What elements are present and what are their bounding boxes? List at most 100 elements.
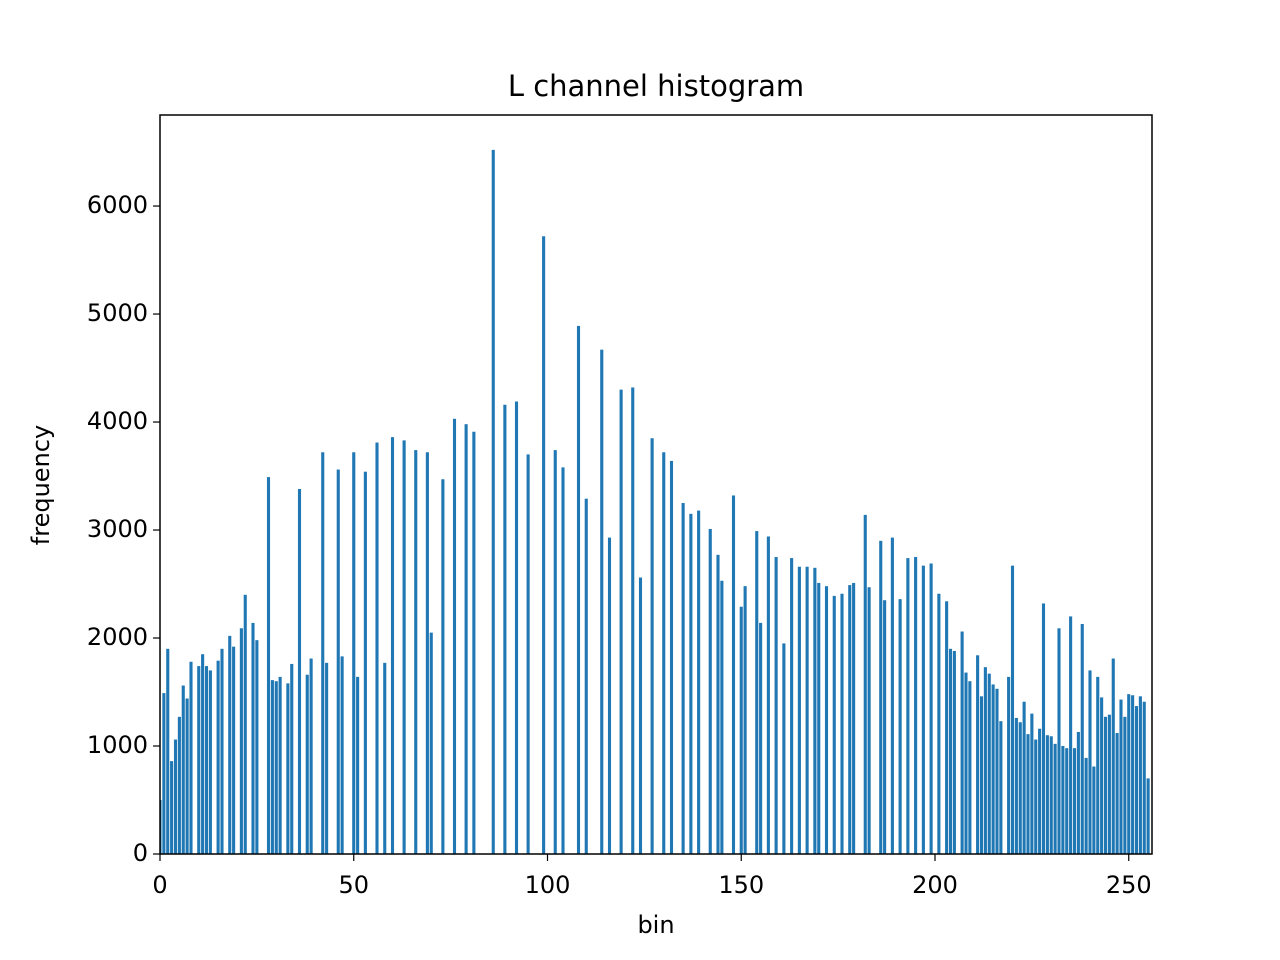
bar: [879, 540, 883, 854]
bar: [162, 693, 166, 854]
bar: [414, 450, 418, 854]
bar: [336, 469, 340, 854]
bar: [824, 586, 829, 854]
bar: [363, 471, 367, 854]
bar: [1115, 733, 1119, 854]
y-axis-label: frequency: [27, 425, 55, 545]
bar: [383, 662, 387, 854]
bar: [689, 513, 693, 854]
bar: [208, 670, 212, 854]
bar: [840, 593, 844, 854]
bar: [321, 452, 325, 854]
bar: [173, 739, 178, 854]
bar: [251, 622, 255, 854]
bar: [697, 510, 701, 854]
bar: [600, 349, 604, 854]
bar: [1088, 670, 1092, 854]
bar: [239, 628, 243, 854]
bar: [526, 454, 530, 854]
bar: [185, 698, 189, 854]
bar: [921, 565, 925, 854]
bar: [1138, 696, 1142, 854]
bar: [952, 650, 956, 854]
bar: [1069, 616, 1073, 854]
bar: [1057, 628, 1061, 854]
bar: [1111, 658, 1115, 854]
bar: [576, 325, 581, 854]
bar: [1038, 728, 1042, 854]
bar: [584, 498, 588, 854]
bar: [817, 582, 821, 854]
bar: [464, 424, 468, 854]
bar: [1065, 748, 1069, 854]
bar: [181, 685, 185, 854]
bar: [542, 236, 546, 854]
bar: [1053, 743, 1057, 854]
bar: [739, 606, 743, 854]
bar: [1030, 713, 1034, 854]
x-tick-label: 100: [525, 871, 571, 899]
y-tick-label: 5000: [87, 299, 148, 327]
bar: [553, 450, 557, 854]
bar: [189, 661, 193, 854]
bar: [716, 554, 720, 854]
x-tick-label: 150: [718, 871, 764, 899]
bar: [220, 648, 224, 854]
bar: [1092, 766, 1096, 854]
bar: [452, 418, 457, 854]
bar: [1026, 734, 1030, 854]
bar: [883, 600, 887, 854]
bars: [160, 149, 1150, 854]
bar: [255, 640, 259, 854]
bar: [863, 514, 867, 854]
bar: [898, 599, 902, 854]
bar: [1014, 717, 1018, 854]
bar: [987, 673, 991, 854]
bar: [1072, 748, 1077, 854]
y-tick-label: 4000: [87, 407, 148, 435]
bar: [948, 648, 953, 854]
bar: [340, 656, 344, 854]
bar: [1103, 716, 1108, 854]
bar: [669, 460, 674, 854]
bar: [619, 389, 623, 854]
bar: [197, 666, 201, 854]
bar: [514, 401, 519, 854]
bar: [228, 635, 232, 854]
bar: [1010, 565, 1015, 854]
bar: [805, 566, 809, 854]
bar: [995, 688, 999, 854]
bar: [976, 655, 980, 854]
bar: [1084, 757, 1088, 854]
bar: [1034, 739, 1038, 854]
bar: [325, 662, 329, 854]
bar: [813, 567, 817, 854]
y-tick-label: 0: [133, 839, 148, 867]
bar: [906, 558, 910, 854]
bar: [797, 566, 801, 854]
bar: [960, 631, 964, 854]
y-tick-label: 3000: [87, 515, 148, 543]
bar: [402, 440, 406, 854]
bar: [425, 452, 429, 854]
bar: [491, 149, 495, 854]
bar: [1022, 701, 1026, 854]
bar: [1142, 701, 1146, 854]
bar: [774, 557, 778, 854]
bar: [991, 684, 995, 854]
bar: [278, 676, 282, 854]
axes-frame: [159, 114, 1153, 855]
bar: [979, 696, 984, 854]
bar: [1080, 623, 1084, 854]
x-tick-label: 0: [152, 871, 167, 899]
bar: [352, 452, 356, 854]
bar: [832, 595, 836, 854]
bar: [1049, 736, 1053, 854]
bar: [1018, 722, 1022, 854]
x-tick-label: 200: [912, 871, 958, 899]
bar: [890, 537, 894, 854]
bar: [1045, 735, 1049, 854]
bar: [305, 674, 309, 854]
bar: [848, 585, 852, 854]
